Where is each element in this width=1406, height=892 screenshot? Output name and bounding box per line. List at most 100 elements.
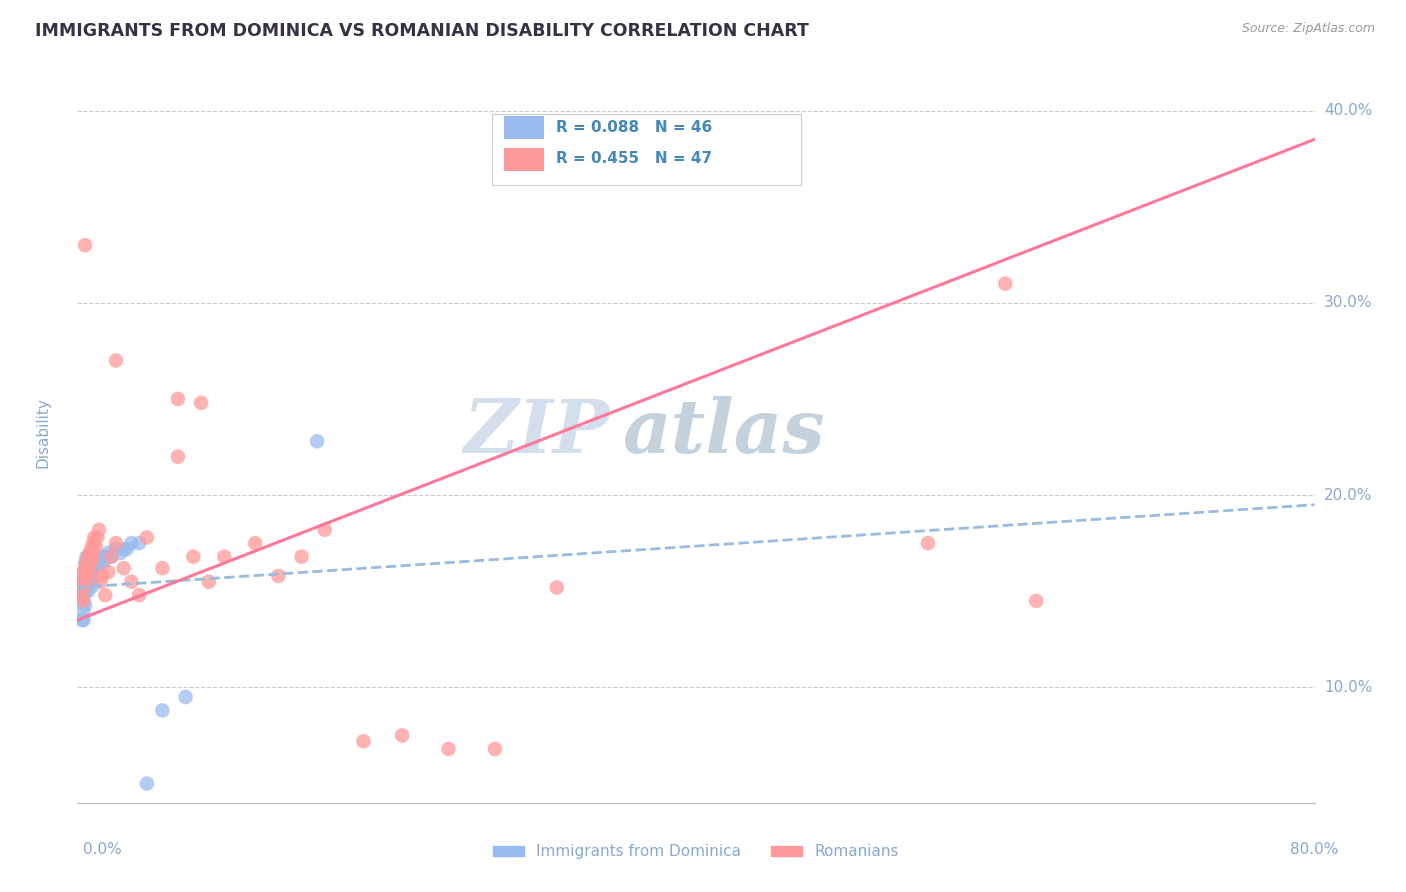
Point bbox=[75, 569, 96, 583]
Point bbox=[76, 578, 98, 592]
Point bbox=[100, 549, 122, 564]
Text: IMMIGRANTS FROM DOMINICA VS ROMANIAN DISABILITY CORRELATION CHART: IMMIGRANTS FROM DOMINICA VS ROMANIAN DIS… bbox=[35, 22, 808, 40]
Point bbox=[152, 704, 174, 718]
Legend: Immigrants from Dominica, Romanians: Immigrants from Dominica, Romanians bbox=[486, 838, 905, 865]
Point bbox=[121, 574, 143, 589]
Text: 10.0%: 10.0% bbox=[1324, 680, 1372, 695]
FancyBboxPatch shape bbox=[492, 114, 801, 185]
Point bbox=[307, 434, 329, 449]
Point bbox=[917, 536, 939, 550]
Point bbox=[291, 549, 314, 564]
Point bbox=[82, 556, 104, 570]
Point bbox=[75, 598, 96, 612]
Point bbox=[112, 561, 135, 575]
Point bbox=[80, 574, 103, 589]
Point bbox=[70, 574, 93, 589]
Text: ZIP: ZIP bbox=[463, 396, 609, 469]
FancyBboxPatch shape bbox=[505, 147, 544, 171]
Point bbox=[83, 530, 105, 544]
Point bbox=[72, 603, 94, 617]
Point bbox=[70, 574, 93, 589]
FancyBboxPatch shape bbox=[505, 116, 544, 139]
Point bbox=[79, 556, 101, 570]
Point bbox=[72, 574, 94, 589]
Point bbox=[75, 238, 96, 252]
Point bbox=[83, 559, 105, 574]
Point bbox=[77, 584, 100, 599]
Point bbox=[105, 541, 127, 556]
Point bbox=[91, 569, 114, 583]
Point bbox=[80, 541, 103, 556]
Text: Source: ZipAtlas.com: Source: ZipAtlas.com bbox=[1241, 22, 1375, 36]
Point bbox=[167, 450, 190, 464]
Point bbox=[70, 613, 93, 627]
Point bbox=[352, 734, 374, 748]
Point bbox=[94, 549, 117, 564]
Point bbox=[437, 742, 460, 756]
Point bbox=[152, 561, 174, 575]
Point bbox=[136, 776, 159, 790]
Point bbox=[76, 549, 98, 564]
Point bbox=[245, 536, 267, 550]
Point bbox=[75, 574, 96, 589]
Text: 80.0%: 80.0% bbox=[1291, 842, 1339, 856]
Point bbox=[70, 594, 93, 608]
Text: atlas: atlas bbox=[621, 396, 824, 469]
Point bbox=[94, 588, 117, 602]
Point bbox=[190, 396, 212, 410]
Point bbox=[82, 549, 104, 564]
Point bbox=[91, 553, 114, 567]
Point bbox=[1025, 594, 1047, 608]
Point bbox=[86, 530, 108, 544]
Point bbox=[136, 530, 159, 544]
Point bbox=[76, 565, 98, 579]
Point bbox=[174, 690, 197, 704]
Point bbox=[128, 536, 150, 550]
Point bbox=[72, 565, 94, 579]
Point bbox=[72, 588, 94, 602]
Text: 40.0%: 40.0% bbox=[1324, 103, 1372, 118]
Point bbox=[77, 569, 100, 583]
Point bbox=[70, 584, 93, 599]
Point bbox=[77, 559, 100, 574]
Point bbox=[93, 556, 115, 570]
Point bbox=[84, 556, 107, 570]
Point bbox=[183, 549, 205, 564]
Point bbox=[72, 565, 94, 579]
Point bbox=[97, 565, 120, 579]
Text: R = 0.088   N = 46: R = 0.088 N = 46 bbox=[557, 120, 713, 135]
Point bbox=[105, 353, 127, 368]
Point bbox=[79, 559, 101, 574]
Point bbox=[80, 561, 103, 575]
Point bbox=[76, 569, 98, 583]
Point bbox=[391, 729, 413, 743]
Point bbox=[70, 590, 93, 604]
Point bbox=[115, 541, 138, 556]
Point bbox=[105, 536, 127, 550]
Point bbox=[80, 556, 103, 570]
Point bbox=[267, 569, 290, 583]
Point bbox=[97, 546, 120, 560]
Text: R = 0.455   N = 47: R = 0.455 N = 47 bbox=[557, 151, 713, 166]
Point bbox=[72, 594, 94, 608]
Point bbox=[128, 588, 150, 602]
Point bbox=[484, 742, 506, 756]
Point bbox=[314, 523, 336, 537]
Text: 30.0%: 30.0% bbox=[1324, 295, 1372, 310]
Text: 0.0%: 0.0% bbox=[83, 842, 122, 856]
Text: 20.0%: 20.0% bbox=[1324, 488, 1372, 502]
Point bbox=[112, 541, 135, 556]
Point bbox=[75, 584, 96, 599]
Point bbox=[90, 549, 111, 564]
Point bbox=[79, 569, 101, 583]
Point bbox=[110, 546, 132, 560]
Point bbox=[546, 581, 568, 595]
Point bbox=[87, 523, 110, 537]
Point bbox=[121, 536, 143, 550]
Point bbox=[79, 546, 101, 560]
Point bbox=[75, 561, 96, 575]
Point bbox=[72, 613, 94, 627]
Point bbox=[167, 392, 190, 406]
Point bbox=[87, 556, 110, 570]
Point bbox=[214, 549, 236, 564]
